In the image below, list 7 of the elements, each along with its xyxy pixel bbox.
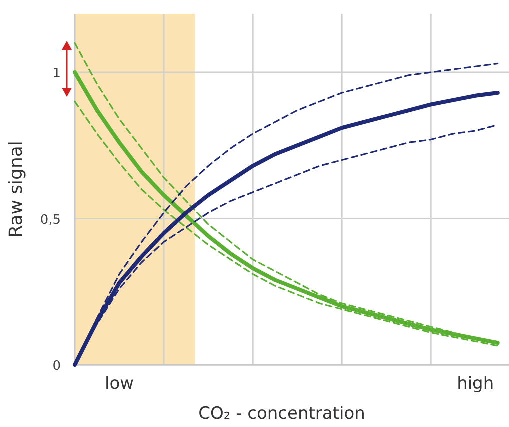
y-tick-label: 0,5 — [40, 212, 61, 228]
x-tick-label: high — [457, 374, 494, 394]
y-tick-label: 1 — [52, 66, 61, 82]
x-axis-title: CO₂ - concentration — [198, 404, 366, 424]
y-tick-label: 0 — [52, 359, 61, 374]
y-axis-title: Raw signal — [6, 141, 27, 238]
x-tick-label: low — [104, 374, 134, 394]
